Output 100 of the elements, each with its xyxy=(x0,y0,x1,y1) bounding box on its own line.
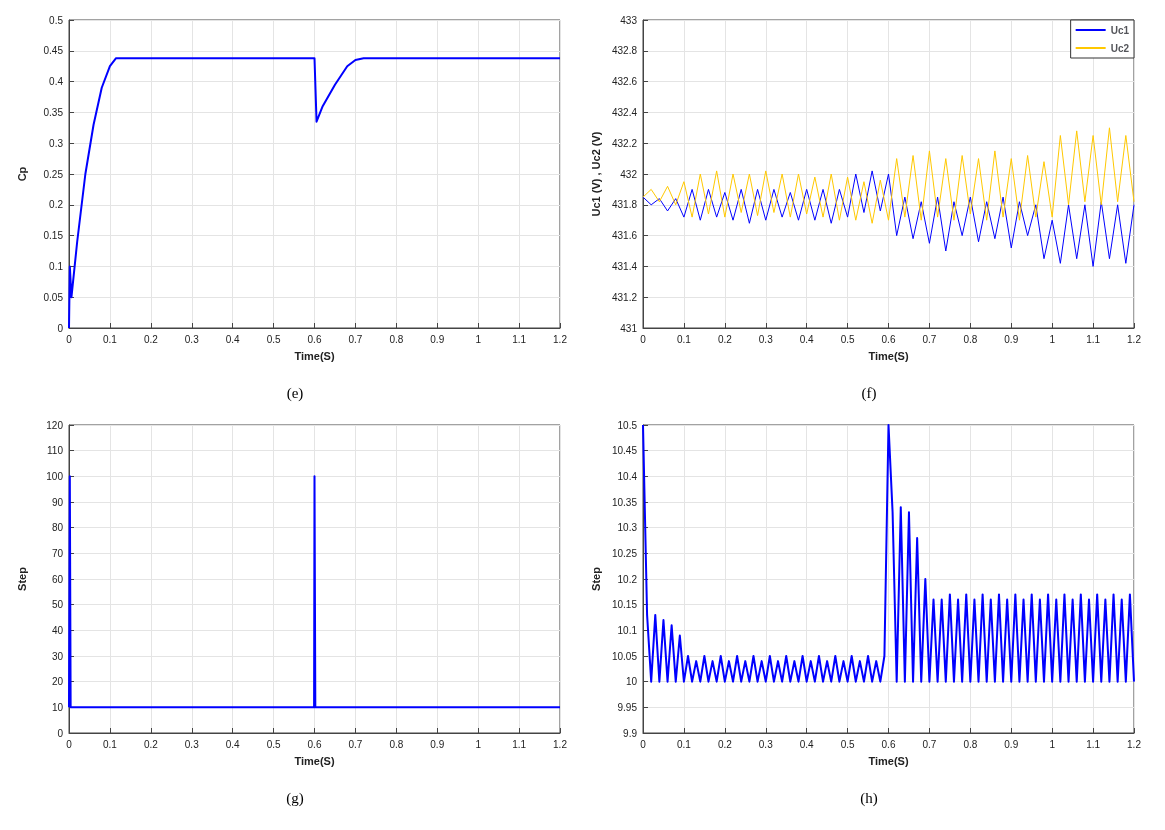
y-tick-label: 30 xyxy=(51,650,64,662)
legend-label: Uc2 xyxy=(1110,42,1130,54)
y-tick-label: 10 xyxy=(51,701,64,713)
y-tick-label: 0.15 xyxy=(43,230,64,242)
y-tick-label: 10.2 xyxy=(617,573,638,585)
x-tick-label: 0.5 xyxy=(840,333,855,345)
x-tick-label: 0.1 xyxy=(676,738,692,750)
y-axis-title: Step xyxy=(589,566,602,591)
x-tick-label: 0.5 xyxy=(266,333,281,345)
x-tick-label: 1 xyxy=(475,738,482,750)
text: (e) xyxy=(286,384,304,402)
y-axis-title: Cp xyxy=(15,166,28,182)
x-tick-label: 0.5 xyxy=(840,738,855,750)
x-tick-label: 0.3 xyxy=(184,333,200,345)
y-tick-label: 0.45 xyxy=(43,45,64,57)
x-axis-title: Time(S) xyxy=(868,754,909,767)
y-tick-label: 10.45 xyxy=(611,445,638,457)
x-tick-label: 1 xyxy=(475,333,482,345)
x-tick-label: 0.4 xyxy=(799,333,815,345)
y-tick-label: 432.8 xyxy=(611,45,638,57)
x-tick-label: 0.7 xyxy=(348,333,363,345)
y-tick-label: 0.35 xyxy=(43,106,64,118)
y-tick-label: 100 xyxy=(46,470,64,482)
x-tick-label: 0 xyxy=(640,738,647,750)
y-tick-label: 0.25 xyxy=(43,168,64,180)
text: (h) xyxy=(860,789,878,807)
x-tick-label: 0.3 xyxy=(184,738,200,750)
x-tick-label: 1 xyxy=(1049,333,1056,345)
y-tick-label: 10.15 xyxy=(611,599,638,611)
x-tick-label: 1.1 xyxy=(1086,738,1101,750)
x-tick-label: 0.9 xyxy=(1004,738,1019,750)
legend-label: Uc1 xyxy=(1110,24,1130,36)
y-tick-label: 0.05 xyxy=(43,291,64,303)
y-tick-label: 431.2 xyxy=(611,291,638,303)
x-tick-label: 0.4 xyxy=(225,738,241,750)
y-tick-label: 9.9 xyxy=(623,727,638,739)
x-tick-label: 0.6 xyxy=(307,738,322,750)
y-tick-label: 60 xyxy=(51,573,64,585)
x-tick-label: 1.1 xyxy=(512,738,527,750)
y-tick-label: 10.5 xyxy=(617,419,638,431)
x-tick-label: 0.9 xyxy=(430,738,445,750)
y-tick-label: 10.05 xyxy=(611,650,638,662)
x-tick-label: 0.2 xyxy=(143,333,159,345)
y-tick-label: 433 xyxy=(620,14,638,26)
y-axis-title: Step xyxy=(15,566,28,591)
x-tick-label: 0.8 xyxy=(963,333,978,345)
x-tick-label: 0.8 xyxy=(389,333,404,345)
y-tick-label: 70 xyxy=(51,547,64,559)
x-tick-label: 1 xyxy=(1049,738,1056,750)
x-tick-label: 1.2 xyxy=(1127,333,1142,345)
x-tick-label: 0.4 xyxy=(799,738,815,750)
x-tick-label: 0 xyxy=(640,333,647,345)
y-tick-label: 10.35 xyxy=(611,496,638,508)
x-tick-label: 0 xyxy=(66,738,73,750)
x-tick-label: 1.1 xyxy=(512,333,527,345)
y-tick-label: 432.2 xyxy=(611,137,638,149)
x-tick-label: 0 xyxy=(66,333,73,345)
x-tick-label: 0.6 xyxy=(881,738,896,750)
x-axis-title: Time(S) xyxy=(294,349,335,362)
y-tick-label: 20 xyxy=(51,676,64,688)
x-tick-label: 0.2 xyxy=(717,333,733,345)
x-tick-label: 0.7 xyxy=(348,738,363,750)
y-tick-label: 110 xyxy=(47,445,64,457)
line-series xyxy=(642,170,1135,267)
x-tick-label: 0.8 xyxy=(389,738,404,750)
y-tick-label: 431.6 xyxy=(611,230,638,242)
y-tick-label: 80 xyxy=(51,522,64,534)
x-tick-label: 0.6 xyxy=(307,333,322,345)
x-axis-title: Time(S) xyxy=(868,349,909,362)
y-tick-label: 0 xyxy=(57,322,64,334)
x-tick-label: 1.2 xyxy=(553,333,568,345)
y-tick-label: 0 xyxy=(57,727,64,739)
y-axis-title: Uc1 (V) , Uc2 (V) xyxy=(589,131,602,217)
y-tick-label: 0.2 xyxy=(49,199,64,211)
x-tick-label: 0.7 xyxy=(922,333,937,345)
x-tick-label: 0.4 xyxy=(225,333,241,345)
y-tick-label: 0.4 xyxy=(49,76,64,88)
text: (f) xyxy=(861,384,877,402)
text: (g) xyxy=(286,789,304,807)
x-tick-label: 0.9 xyxy=(1004,333,1019,345)
x-tick-label: 0.2 xyxy=(717,738,733,750)
y-tick-label: 10.1 xyxy=(617,624,638,636)
y-tick-label: 432.6 xyxy=(611,76,638,88)
y-tick-label: 50 xyxy=(51,599,64,611)
y-tick-label: 432.4 xyxy=(611,106,638,118)
y-tick-label: 0.3 xyxy=(49,137,64,149)
x-tick-label: 0.9 xyxy=(430,333,445,345)
y-tick-label: 90 xyxy=(51,496,64,508)
x-axis-title: Time(S) xyxy=(294,754,335,767)
y-tick-label: 10 xyxy=(625,676,638,688)
x-tick-label: 0.3 xyxy=(758,333,774,345)
y-tick-label: 431.4 xyxy=(611,260,638,272)
x-tick-label: 1.1 xyxy=(1086,333,1101,345)
y-tick-label: 120 xyxy=(46,419,64,431)
y-tick-label: 431 xyxy=(620,322,638,334)
x-tick-label: 0.2 xyxy=(143,738,159,750)
x-tick-label: 0.8 xyxy=(963,738,978,750)
y-tick-label: 10.3 xyxy=(617,522,638,534)
line-series xyxy=(642,127,1135,224)
x-tick-label: 0.6 xyxy=(881,333,896,345)
